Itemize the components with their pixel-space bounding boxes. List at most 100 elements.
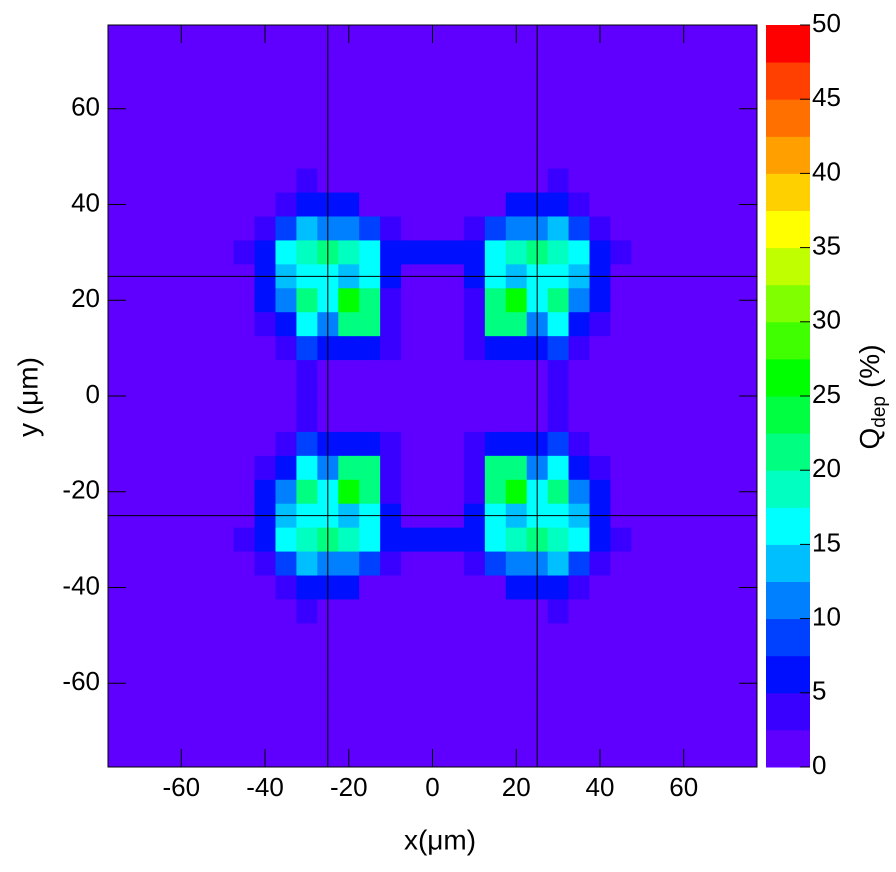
heatmap-cell — [422, 240, 444, 265]
heatmap-cell — [505, 360, 528, 385]
heatmap-cell — [484, 431, 507, 457]
heatmap-cell — [631, 599, 653, 624]
heatmap-cell — [359, 168, 381, 194]
heatmap-cell — [442, 384, 465, 409]
heatmap-cell — [568, 695, 591, 720]
heatmap-cell — [610, 599, 632, 624]
heatmap-cell — [505, 120, 528, 146]
heatmap-cell — [296, 192, 318, 217]
heatmap-cell — [233, 25, 256, 50]
heatmap-cell — [359, 360, 381, 385]
heatmap-cell — [380, 671, 402, 696]
heatmap-cell — [715, 599, 737, 624]
heatmap-cell — [233, 647, 256, 672]
heatmap-cell — [108, 144, 130, 170]
heatmap-cell — [505, 144, 528, 170]
heatmap-cell — [128, 144, 151, 170]
heatmap-cell — [380, 360, 402, 385]
heatmap-cell — [694, 360, 716, 385]
heatmap-cell — [694, 192, 716, 217]
heatmap-cell — [254, 192, 276, 217]
heatmap-cell — [631, 384, 653, 409]
heatmap-cell — [610, 623, 632, 648]
heatmap-cell — [233, 695, 256, 720]
heatmap-cell — [442, 647, 465, 672]
heatmap-cell — [652, 527, 674, 553]
heatmap-cell — [296, 407, 318, 433]
heatmap-cell — [191, 407, 214, 433]
heatmap-cell — [610, 25, 632, 50]
heatmap-cell — [422, 671, 444, 696]
heatmap-cell — [401, 527, 423, 553]
heatmap-cell — [631, 575, 653, 600]
heatmap-cell — [736, 695, 758, 720]
heatmap-cell — [547, 120, 570, 146]
heatmap-cell — [296, 216, 318, 241]
heatmap-cell — [422, 360, 444, 385]
heatmap-cell — [380, 623, 402, 648]
heatmap-cell — [715, 240, 737, 265]
heatmap-cell — [673, 455, 695, 481]
heatmap-cell — [422, 120, 444, 146]
heatmap-cell — [149, 695, 172, 720]
heatmap-cell — [568, 743, 591, 768]
heatmap-cell — [547, 312, 570, 337]
heatmap-cell — [191, 168, 214, 194]
heatmap-cell — [401, 360, 423, 385]
heatmap-cells — [108, 25, 758, 768]
heatmap-cell — [568, 144, 591, 170]
heatmap-cell — [275, 120, 297, 146]
heatmap-cell — [191, 192, 214, 217]
heatmap-cell — [484, 719, 507, 744]
heatmap-cell — [128, 72, 151, 98]
heatmap-cell — [673, 144, 695, 170]
heatmap-cell — [610, 551, 632, 577]
heatmap-cell — [568, 192, 591, 217]
heatmap-cell — [128, 551, 151, 577]
heatmap-cell — [128, 599, 151, 624]
heatmap-cell — [463, 455, 486, 481]
heatmap-cell — [652, 479, 674, 505]
heatmap-cell — [254, 431, 276, 457]
heatmap-cell — [652, 431, 674, 457]
heatmap-cell — [338, 168, 360, 194]
colorbar-cell — [766, 321, 810, 360]
heatmap-cell — [380, 288, 402, 313]
heatmap-cell — [484, 599, 507, 624]
heatmap-cell — [715, 96, 737, 122]
heatmap-cell — [463, 312, 486, 337]
colorbar-cell — [766, 433, 810, 471]
heatmap-cell — [422, 551, 444, 577]
heatmap-cell — [254, 216, 276, 241]
heatmap-cell — [296, 72, 318, 98]
heatmap-cell — [673, 48, 695, 74]
heatmap-cell — [254, 527, 276, 553]
heatmap-cell — [505, 695, 528, 720]
heatmap-cell — [401, 431, 423, 457]
heatmap-cell — [694, 455, 716, 481]
heatmap-cell — [191, 25, 214, 50]
heatmap-cell — [463, 96, 486, 122]
heatmap-cell — [233, 479, 256, 505]
heatmap-cell — [275, 599, 297, 624]
heatmap-cell — [484, 695, 507, 720]
heatmap-cell — [505, 384, 528, 409]
heatmap-cell — [149, 48, 172, 74]
x-tick-label: -40 — [246, 772, 284, 802]
heatmap-cell — [736, 144, 758, 170]
heatmap-cell — [149, 479, 172, 505]
heatmap-cell — [610, 455, 632, 481]
heatmap-cell — [547, 384, 570, 409]
heatmap-cell — [442, 192, 465, 217]
heatmap-cell — [589, 527, 611, 553]
heatmap-cell — [652, 743, 674, 768]
heatmap-cell — [442, 599, 465, 624]
heatmap-cell — [170, 647, 193, 672]
heatmap-cell — [484, 384, 507, 409]
heatmap-cell — [568, 216, 591, 241]
heatmap-cell — [422, 719, 444, 744]
heatmap-cell — [694, 216, 716, 241]
heatmap-cell — [108, 48, 130, 74]
heatmap-cell — [568, 288, 591, 313]
heatmap-cell — [275, 623, 297, 648]
